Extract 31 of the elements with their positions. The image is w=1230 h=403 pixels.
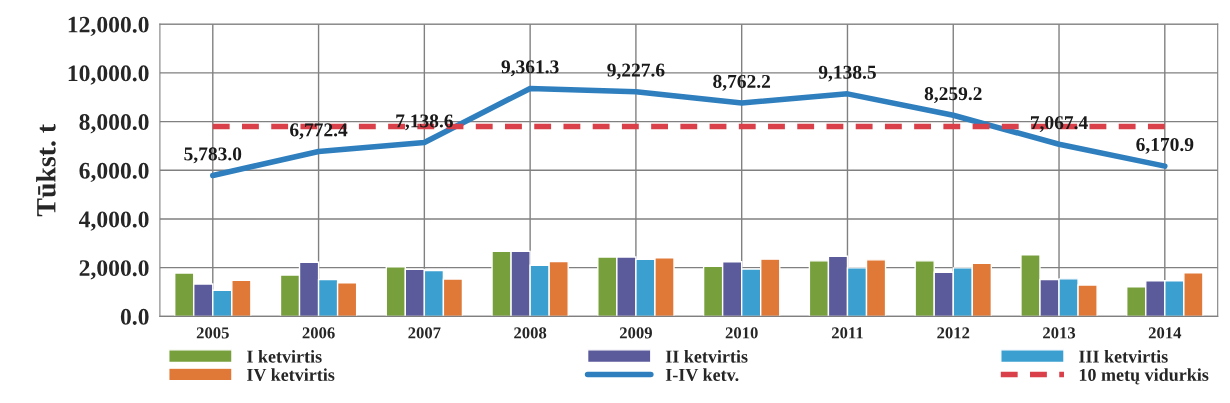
x-tick-label: 2008: [514, 327, 547, 339]
x-tick-label: 2013: [1043, 327, 1076, 339]
data-label: 9,361.3: [501, 60, 559, 77]
x-tick-label: 2011: [831, 327, 863, 339]
y-axis-title: Tūkst. t: [36, 124, 56, 217]
x-tick-label: 2012: [937, 327, 970, 339]
x-tick-label: 2009: [619, 327, 652, 339]
y-tick-label: 12,000.0: [68, 16, 149, 37]
y-tick-label: 10,000.0: [68, 65, 149, 85]
legend-label: I ketvirtis: [247, 349, 322, 363]
legend-label: I-IV ketv.: [665, 368, 739, 382]
legend-label: II ketvirtis: [665, 349, 748, 363]
x-tick-label: 2014: [1148, 327, 1182, 339]
y-tick-label: 4,000.0: [78, 211, 149, 231]
y-tick-label: 6,000.0: [79, 162, 149, 183]
data-label: 6,170.9: [1136, 137, 1194, 154]
y-tick-label: 2,000.0: [79, 260, 149, 280]
legend-label: IV ketvirtis: [247, 368, 335, 382]
x-tick-label: 2007: [408, 327, 441, 339]
data-label: 5,783.0: [184, 147, 242, 164]
x-tick-label: 2005: [196, 327, 229, 339]
data-label: 8,259.2: [924, 87, 982, 104]
y-tick-label: 0.0: [120, 308, 149, 325]
legend-label: III ketvirtis: [1079, 349, 1168, 363]
data-label: 9,227.6: [607, 63, 665, 80]
x-tick-label: 2010: [725, 327, 758, 339]
data-label: 7,067.4: [1030, 116, 1088, 133]
x-tick-label: 2006: [302, 327, 335, 339]
legend-label: 10 metų vidurkis: [1079, 368, 1209, 385]
data-label: 7,138.6: [396, 114, 453, 131]
y-tick-label: 8,000.0: [79, 114, 149, 134]
